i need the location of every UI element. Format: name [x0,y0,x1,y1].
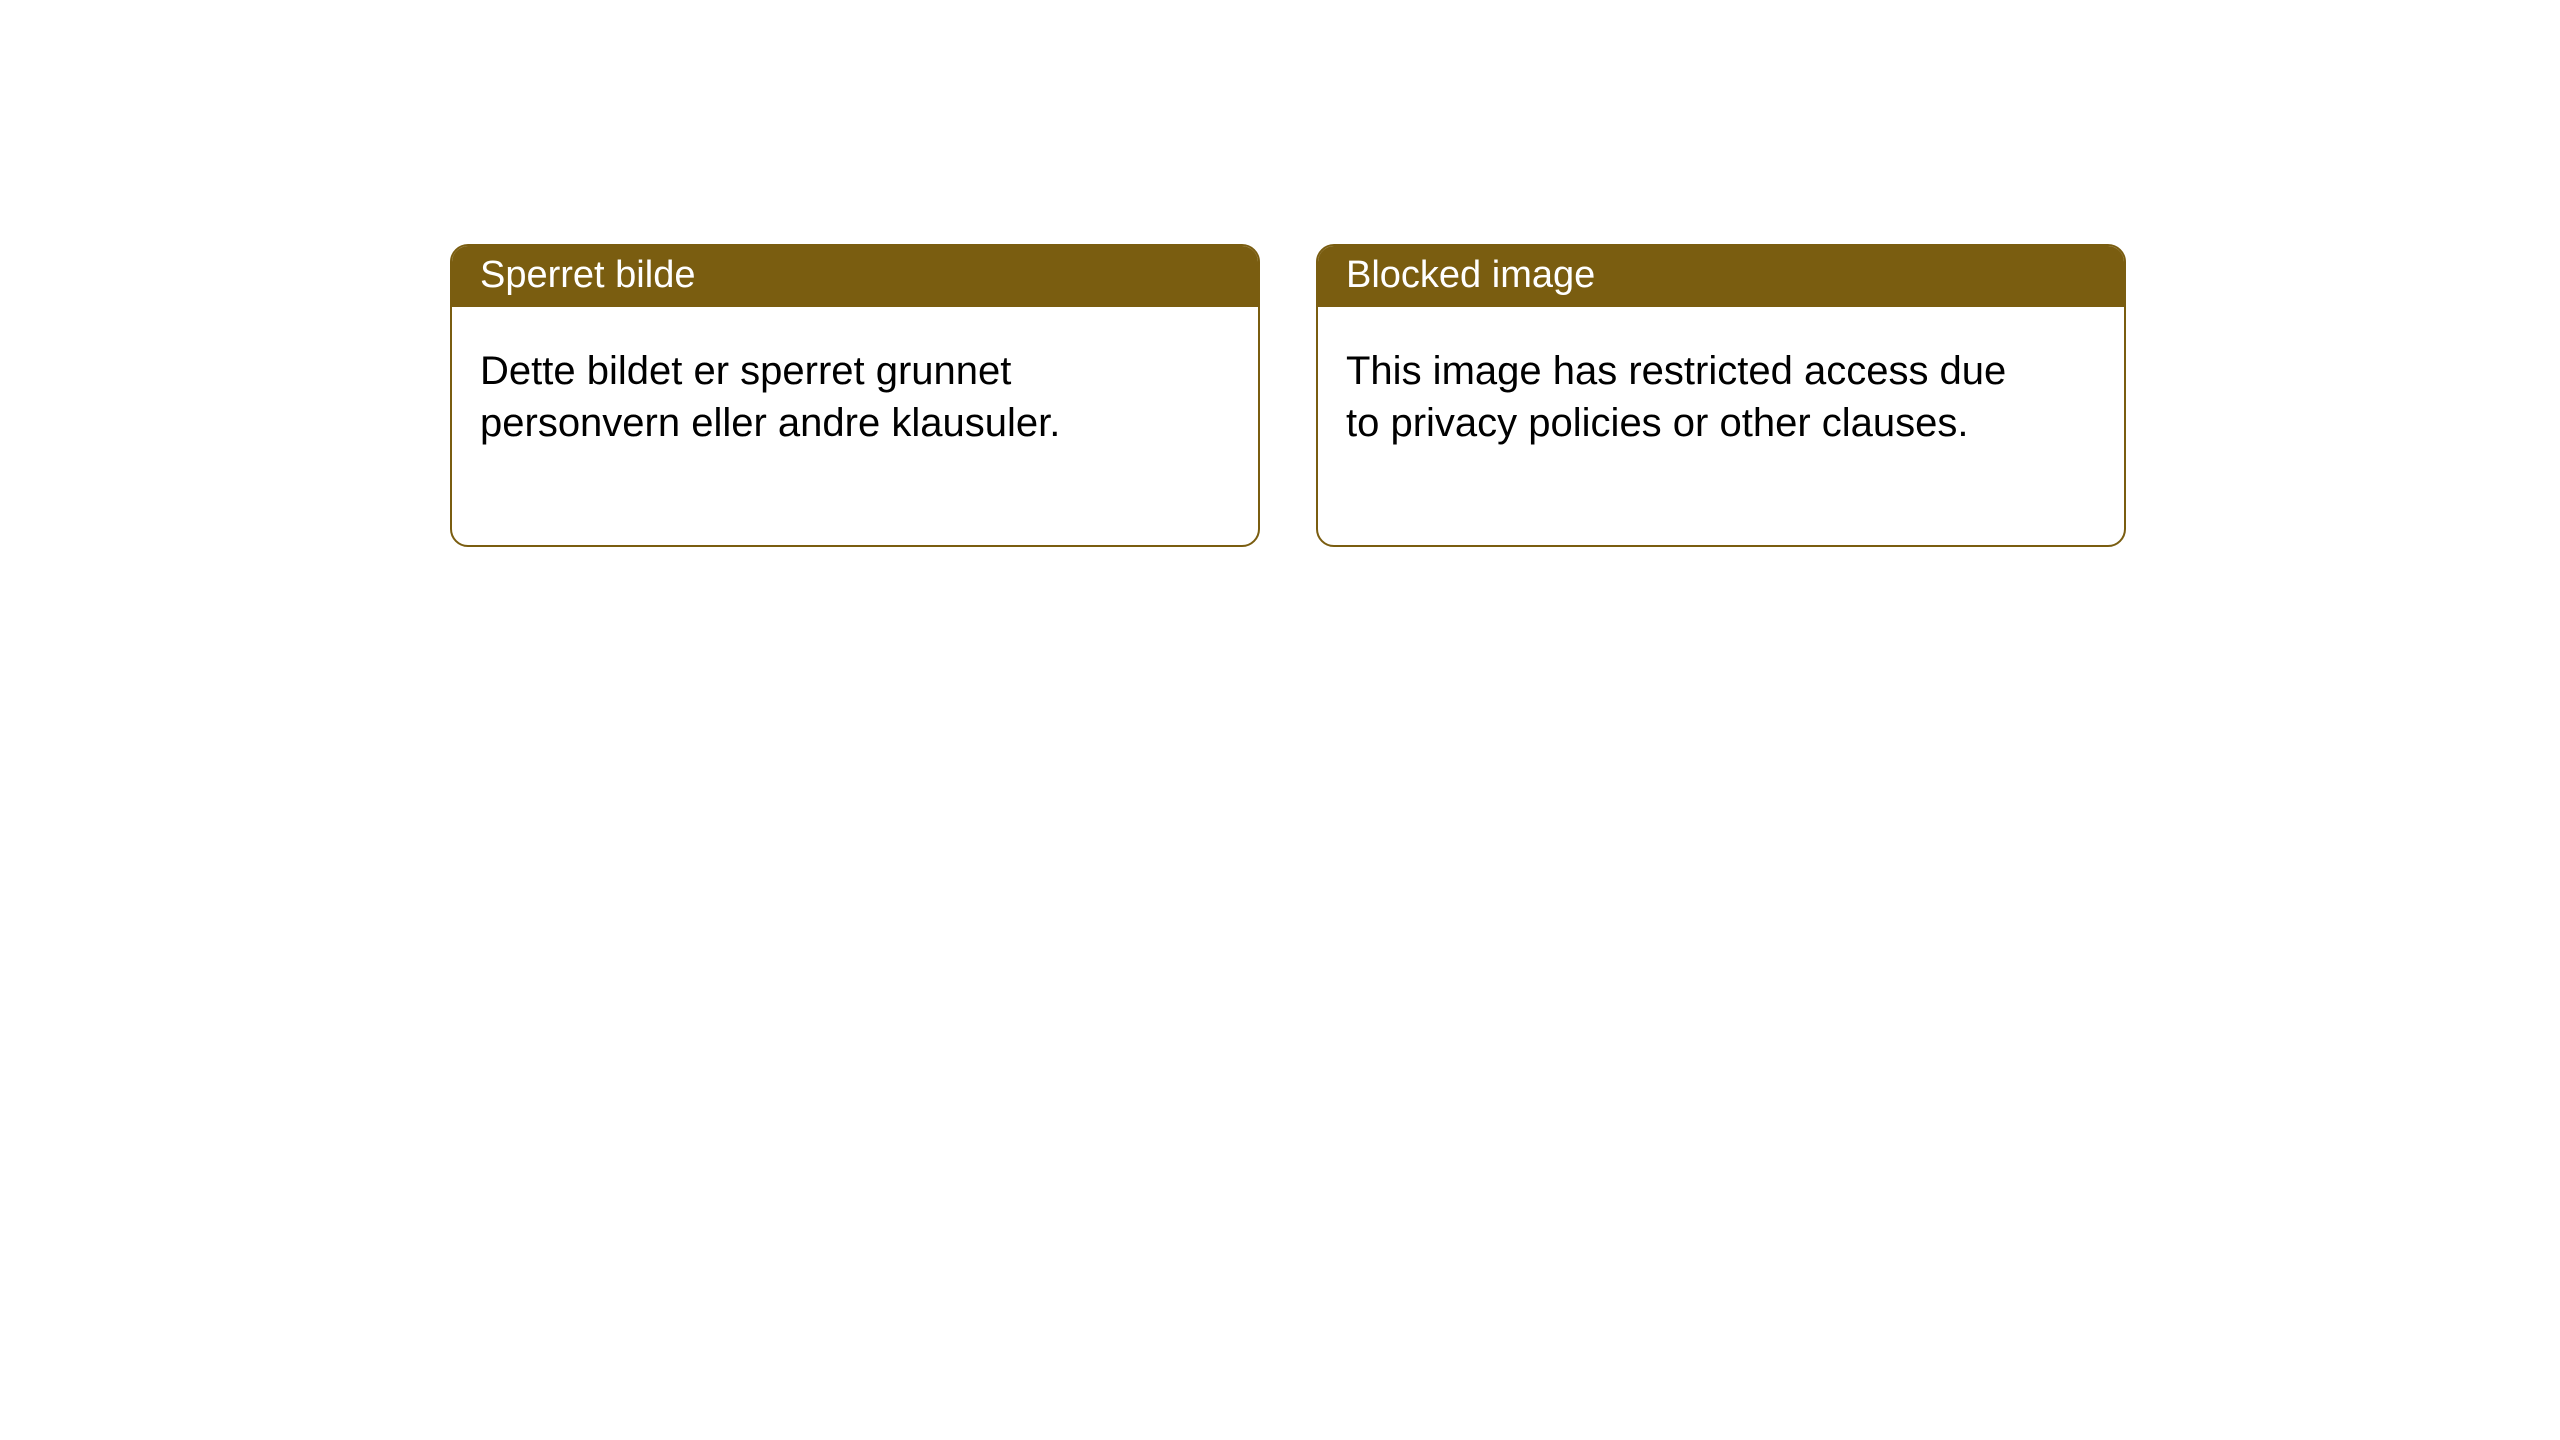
notice-card-english: Blocked image This image has restricted … [1316,244,2126,547]
notice-title-norwegian: Sperret bilde [452,246,1258,307]
notice-body-norwegian: Dette bildet er sperret grunnet personve… [452,307,1172,545]
notice-card-norwegian: Sperret bilde Dette bildet er sperret gr… [450,244,1260,547]
notice-title-english: Blocked image [1318,246,2124,307]
notice-container: Sperret bilde Dette bildet er sperret gr… [0,0,2560,547]
notice-body-english: This image has restricted access due to … [1318,307,2038,545]
